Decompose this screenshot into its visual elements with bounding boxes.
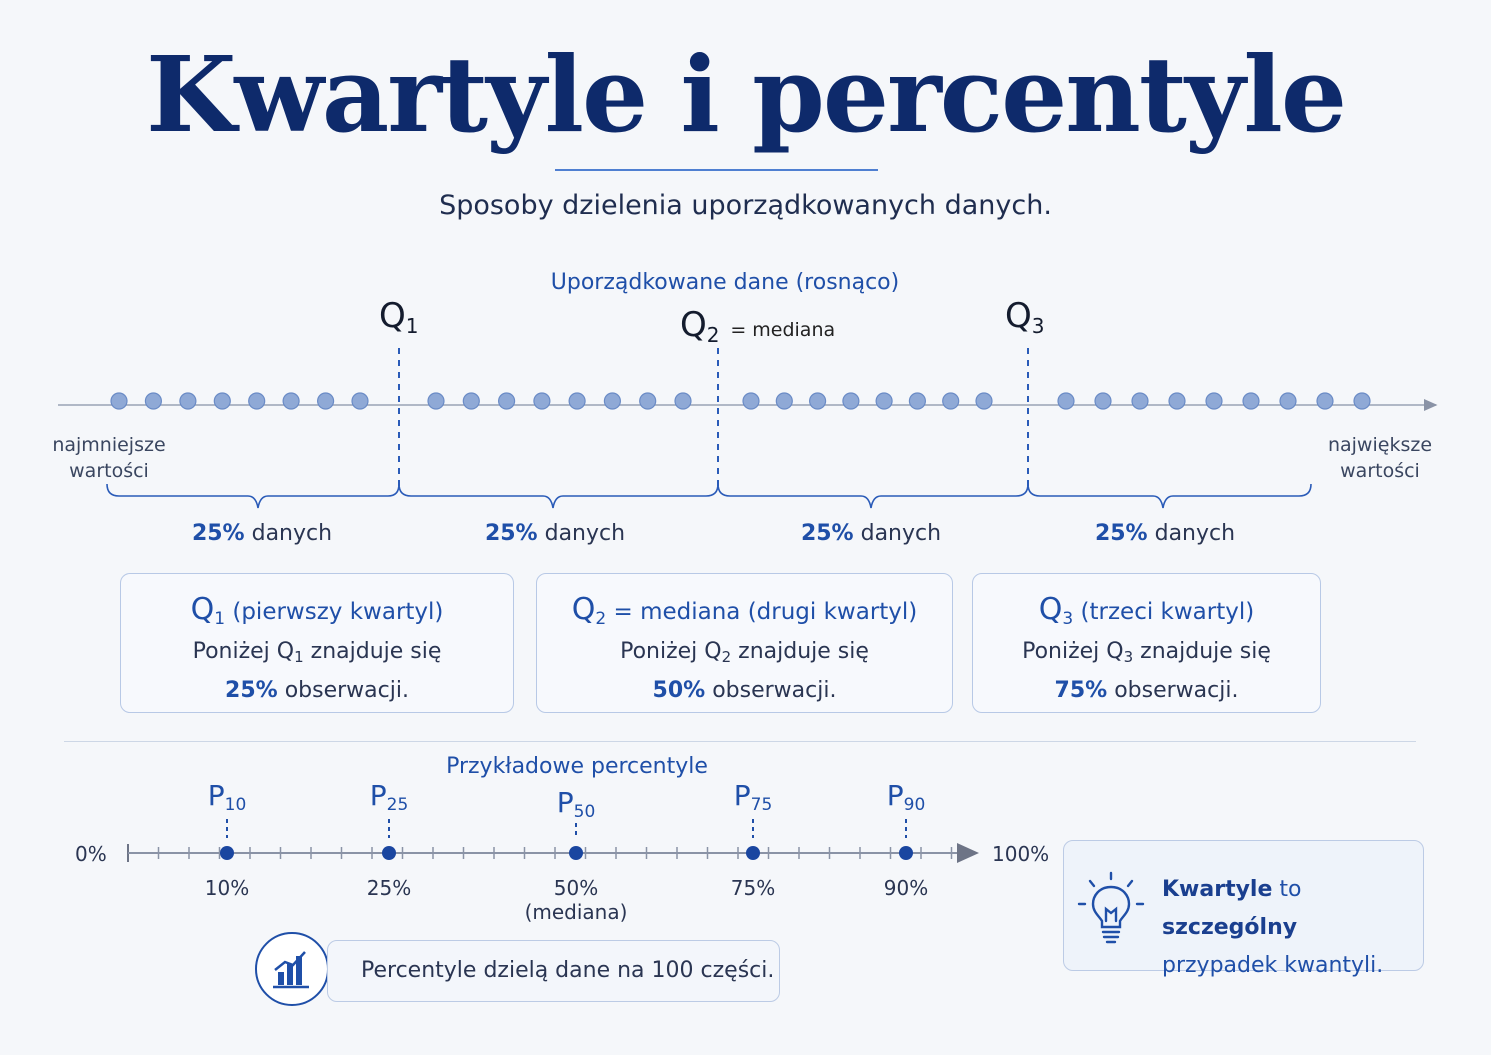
data-point — [533, 392, 551, 410]
data-point — [1242, 392, 1260, 410]
segment-3-brace — [717, 483, 1029, 509]
data-point — [248, 392, 266, 410]
page-title: Kwartyle i percentyle — [145, 33, 1347, 156]
percentile-value-90: 90% — [883, 876, 929, 900]
data-point — [282, 392, 300, 410]
axis-end-label: 100% — [992, 842, 1050, 866]
data-point — [1316, 392, 1334, 410]
data-point — [351, 392, 369, 410]
min-values-label: najmniejsze wartości — [52, 434, 166, 482]
segment-2-brace — [398, 483, 719, 509]
data-point — [742, 392, 760, 410]
segment-1-brace — [106, 483, 400, 509]
data-point — [808, 392, 827, 410]
data-point — [842, 392, 860, 410]
data-point — [1094, 392, 1112, 410]
percentile-point — [382, 846, 396, 860]
bar-chart-icon — [255, 932, 329, 1006]
data-point — [179, 392, 197, 410]
data-point — [1131, 392, 1149, 410]
percentile-markers — [220, 819, 913, 860]
q3-marker-label: Q3 — [1005, 296, 1045, 338]
percentile-value-10: 10% — [204, 876, 250, 900]
data-point — [1057, 392, 1075, 410]
data-point — [462, 392, 480, 410]
q2-card-title: Q2 = mediana (drugi kwartyl) — [571, 592, 918, 629]
data-point — [1205, 392, 1223, 410]
segment-4-brace — [1027, 483, 1312, 509]
data-point — [1279, 392, 1297, 410]
data-point — [317, 392, 335, 410]
tip-text: Kwartyle to szczególny przypadek kwantyl… — [1162, 877, 1384, 978]
q3-card: Q3 (trzeci kwartyl) Poniżej Q3 znajduje … — [972, 573, 1321, 713]
segment-3-label: 25% danych — [800, 521, 942, 546]
q2-card-text: Poniżej Q2 znajduje się 50% obserwacji. — [620, 639, 869, 703]
segment-4-label: 25% danych — [1094, 521, 1236, 546]
percentile-label-p75: P75 — [733, 779, 773, 815]
q2-marker-label: Q2 = mediana — [680, 305, 836, 347]
minor-ticks — [157, 847, 953, 859]
tip-box: Kwartyle to szczególny przypadek kwantyl… — [1063, 840, 1424, 978]
data-point — [568, 392, 586, 410]
data-point — [144, 392, 162, 410]
data-point — [110, 392, 128, 410]
segment-2-label: 25% danych — [484, 521, 626, 546]
segment-1-label: 25% danych — [191, 521, 333, 546]
ordered-data-line — [58, 348, 1438, 509]
data-point — [639, 392, 657, 410]
q1-card-text: Poniżej Q1 znajduje się 25% obserwacji. — [192, 639, 442, 703]
data-point — [975, 392, 993, 410]
q1-card: Q1 (pierwszy kwartyl) Poniżej Q1 znajduj… — [120, 573, 514, 713]
data-point — [427, 392, 445, 410]
percentile-point — [220, 846, 234, 860]
data-point — [875, 392, 893, 410]
q1-card-title: Q1 (pierwszy kwartyl) — [190, 592, 444, 629]
section-divider — [64, 741, 1416, 742]
title-underline — [555, 169, 878, 171]
data-point — [942, 392, 960, 410]
ordered-data-label: Uporządkowane dane (rosnąco) — [550, 270, 900, 295]
q3-card-title: Q3 (trzeci kwartyl) — [1038, 592, 1255, 629]
percentile-value-75: 75% — [730, 876, 776, 900]
percentile-label-p25: P25 — [369, 779, 409, 815]
data-point — [213, 392, 231, 410]
data-point — [603, 392, 622, 410]
percentiles-section-label: Przykładowe percentyle — [446, 754, 708, 779]
data-point — [1353, 392, 1371, 410]
data-point — [498, 392, 516, 410]
percentile-value-50: 50% (mediana) — [524, 876, 628, 924]
lightbulb-icon — [1077, 871, 1145, 944]
percentile-point — [569, 846, 583, 860]
percentile-point — [746, 846, 760, 860]
data-points — [110, 392, 1371, 410]
percentile-label-p50: P50 — [556, 786, 596, 822]
data-point — [775, 392, 793, 410]
percentile-label-p90: P90 — [886, 779, 926, 815]
page-subtitle: Sposoby dzielenia uporządkowanych danych… — [439, 190, 1052, 221]
q1-marker-label: Q1 — [379, 296, 419, 338]
percentile-value-25: 25% — [366, 876, 412, 900]
data-point — [674, 392, 692, 410]
axis-start-label: 0% — [75, 842, 107, 866]
percentile-label-p10: P10 — [207, 779, 247, 815]
data-point — [908, 392, 927, 410]
q3-card-text: Poniżej Q3 znajduje się 75% obserwacji. — [1022, 639, 1271, 703]
data-point — [1168, 392, 1186, 410]
percentile-point — [899, 846, 913, 860]
q2-card: Q2 = mediana (drugi kwartyl) Poniżej Q2 … — [536, 573, 953, 713]
percentiles-note: Percentyle dzielą dane na 100 części. — [327, 940, 780, 1002]
max-values-label: największe wartości — [1327, 434, 1433, 482]
